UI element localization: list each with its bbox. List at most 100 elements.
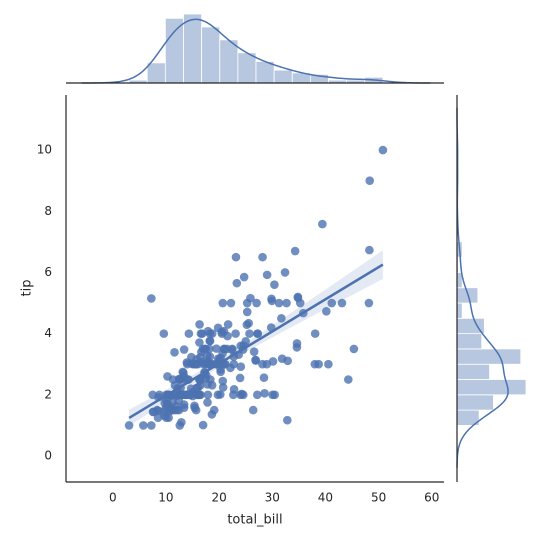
point (213, 390, 223, 400)
point (283, 415, 292, 425)
histogram-bar (219, 39, 239, 84)
y-tick-label: 2 (44, 387, 52, 401)
point (179, 345, 189, 354)
point (253, 329, 263, 338)
histogram-bar (456, 363, 490, 380)
point (204, 344, 214, 354)
point (231, 329, 240, 338)
point (195, 320, 204, 329)
histogram-bar (146, 62, 166, 84)
point (290, 246, 300, 256)
point (236, 362, 246, 371)
y-tick-label: 10 (37, 143, 52, 157)
histogram-bar (456, 348, 522, 365)
point (327, 298, 337, 308)
point (232, 278, 242, 288)
histogram-bar (164, 17, 184, 84)
point (212, 344, 221, 353)
point (198, 420, 208, 430)
point (162, 413, 171, 423)
point (365, 176, 375, 185)
point (170, 347, 179, 357)
point (196, 352, 205, 362)
point (239, 272, 249, 282)
point (201, 359, 211, 369)
point (252, 390, 262, 400)
point (364, 298, 374, 308)
point (322, 306, 331, 316)
point (282, 298, 291, 308)
point (195, 338, 204, 347)
x-axis-label: total_bill (227, 513, 282, 528)
point (280, 268, 290, 277)
point (344, 375, 353, 384)
point (277, 314, 286, 323)
point (179, 368, 188, 378)
histogram-bar (183, 13, 203, 84)
histogram-bar (237, 52, 257, 84)
point (267, 294, 276, 304)
x-tick-label: 50 (371, 491, 386, 505)
point (207, 381, 217, 390)
point (378, 145, 388, 155)
point (207, 410, 217, 419)
point (226, 363, 235, 373)
point (226, 298, 236, 308)
histogram-bar (273, 69, 293, 84)
point (177, 390, 187, 400)
point (147, 421, 156, 430)
histogram-bar (456, 302, 463, 319)
point (219, 344, 229, 354)
confidence-band (129, 250, 383, 427)
y-tick-label: 8 (44, 204, 52, 218)
histogram-bar (456, 333, 483, 350)
point (190, 389, 200, 399)
histogram-bar (201, 26, 221, 84)
point (258, 252, 267, 262)
point (268, 357, 278, 366)
point (365, 245, 374, 255)
point (337, 298, 347, 308)
point (249, 347, 259, 356)
x-tick-label: 40 (318, 491, 333, 505)
x-tick-label: 30 (265, 491, 280, 505)
histogram-bar (456, 394, 494, 411)
point (191, 405, 201, 415)
point (203, 390, 213, 400)
point (179, 375, 188, 384)
point (241, 336, 250, 346)
point (293, 293, 303, 303)
point (231, 252, 241, 262)
point (205, 336, 215, 346)
point (248, 405, 258, 415)
point (229, 390, 238, 400)
point (182, 359, 192, 369)
histogram-bar (456, 379, 527, 396)
y-axis-label: tip (20, 280, 35, 297)
point (207, 329, 217, 338)
point (251, 355, 260, 365)
point (242, 307, 252, 317)
point (139, 421, 148, 430)
kde-line (81, 18, 431, 84)
point (314, 359, 323, 369)
point (235, 373, 245, 383)
point (147, 294, 156, 303)
point (270, 280, 279, 289)
point (318, 219, 327, 229)
point (184, 329, 194, 338)
point (310, 329, 320, 338)
point (191, 359, 200, 369)
x-tick-label: 20 (211, 491, 226, 505)
point (124, 421, 134, 430)
point (274, 298, 284, 308)
x-tick-label: 0 (109, 491, 117, 505)
y-tick-label: 6 (44, 265, 52, 279)
point (205, 352, 215, 361)
x-tick-label: 60 (424, 491, 439, 505)
point (260, 388, 269, 398)
point (175, 421, 185, 430)
point (218, 383, 228, 392)
point (217, 329, 227, 338)
point (218, 376, 228, 386)
